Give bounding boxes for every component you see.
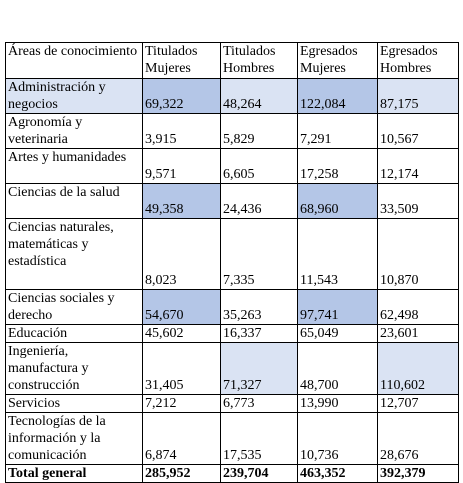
data-row: Tecnologías de la información y la comun… xyxy=(5,412,459,465)
row-label: Ciencias de la salud xyxy=(5,183,143,219)
data-row: Agronomía y veterinaria 3,915 5,829 7,291 10… xyxy=(5,113,459,149)
row-label: Ingeniería, manufactura y construcción xyxy=(5,342,143,395)
value-cell: 45,602 xyxy=(142,324,221,343)
data-row: Educación 45,602 16,337 65,049 23,601 xyxy=(5,324,459,343)
value-cell: 48,700 xyxy=(297,342,378,395)
value-cell: 87,175 xyxy=(377,78,459,114)
data-table: Áreas de conocimiento Titulados Mujeres Ti… xyxy=(5,42,459,483)
value-cell: 11,543 xyxy=(297,218,378,290)
row-label: Educación xyxy=(5,324,143,343)
row-label: Agronomía y veterinaria xyxy=(5,113,143,149)
value-cell: 16,337 xyxy=(220,324,298,343)
value-cell: 3,915 xyxy=(142,113,221,149)
value-cell: 23,601 xyxy=(377,324,459,343)
value-cell: 10,567 xyxy=(377,113,459,149)
value-cell: 48,264 xyxy=(220,78,298,114)
value-cell: 7,335 xyxy=(220,218,298,290)
value-cell: 110,602 xyxy=(377,342,459,395)
header-cell: Titulados Hombres xyxy=(220,42,298,79)
value-cell: 6,773 xyxy=(220,394,298,413)
value-cell: 49,358 xyxy=(142,183,221,219)
value-cell: 12,707 xyxy=(377,394,459,413)
header-cell: Egresados Hombres xyxy=(377,42,459,79)
data-row: Ciencias de la salud 49,358 24,436 68,960 33… xyxy=(5,183,459,219)
value-cell: 7,291 xyxy=(297,113,378,149)
row-label: Ciencias naturales, matemáticas y estadí… xyxy=(5,218,143,290)
value-cell: 6,605 xyxy=(220,148,298,184)
value-cell: 122,084 xyxy=(297,78,378,114)
header-row: Áreas de conocimiento Titulados Mujeres Ti… xyxy=(5,42,459,79)
total-cell: 239,704 xyxy=(220,464,298,483)
value-cell: 97,741 xyxy=(297,289,378,325)
value-cell: 6,874 xyxy=(142,412,221,465)
value-cell: 28,676 xyxy=(377,412,459,465)
table-body: Áreas de conocimiento Titulados Mujeres Ti… xyxy=(5,42,459,483)
row-label: Administración y negocios xyxy=(5,78,143,114)
header-cell: Egresados Mujeres xyxy=(297,42,378,79)
total-cell: 392,379 xyxy=(377,464,459,483)
header-cell: Titulados Mujeres xyxy=(142,42,221,79)
value-cell: 13,990 xyxy=(297,394,378,413)
value-cell: 33,509 xyxy=(377,183,459,219)
row-label: Ciencias sociales y derecho xyxy=(5,289,143,325)
total-cell: 463,352 xyxy=(297,464,378,483)
value-cell: 5,829 xyxy=(220,113,298,149)
total-cell: 285,952 xyxy=(142,464,221,483)
data-row: Ingeniería, manufactura y construcción 31… xyxy=(5,342,459,395)
row-label: Artes y humanidades xyxy=(5,148,143,184)
value-cell: 65,049 xyxy=(297,324,378,343)
value-cell: 54,670 xyxy=(142,289,221,325)
value-cell: 10,870 xyxy=(377,218,459,290)
data-row: Servicios 7,212 6,773 13,990 12,707 xyxy=(5,394,459,413)
value-cell: 35,263 xyxy=(220,289,298,325)
row-label: Servicios xyxy=(5,394,143,413)
value-cell: 7,212 xyxy=(142,394,221,413)
value-cell: 69,322 xyxy=(142,78,221,114)
data-row: Administración y negocios 69,322 48,264 122… xyxy=(5,78,459,114)
data-row: Ciencias sociales y derecho 54,670 35,263 9… xyxy=(5,289,459,325)
total-label: Total general xyxy=(5,464,143,483)
header-cell: Áreas de conocimiento xyxy=(5,42,143,79)
value-cell: 17,535 xyxy=(220,412,298,465)
value-cell: 24,436 xyxy=(220,183,298,219)
value-cell: 17,258 xyxy=(297,148,378,184)
value-cell: 12,174 xyxy=(377,148,459,184)
value-cell: 8,023 xyxy=(142,218,221,290)
value-cell: 9,571 xyxy=(142,148,221,184)
total-row: Total general 285,952 239,704 463,352 392,37… xyxy=(5,464,459,483)
value-cell: 31,405 xyxy=(142,342,221,395)
row-label: Tecnologías de la información y la comun… xyxy=(5,412,143,465)
value-cell: 62,498 xyxy=(377,289,459,325)
data-row: Ciencias naturales, matemáticas y estadí… xyxy=(5,218,459,290)
value-cell: 10,736 xyxy=(297,412,378,465)
data-row: Artes y humanidades 9,571 6,605 17,258 12,17… xyxy=(5,148,459,184)
value-cell: 71,327 xyxy=(220,342,298,395)
value-cell: 68,960 xyxy=(297,183,378,219)
